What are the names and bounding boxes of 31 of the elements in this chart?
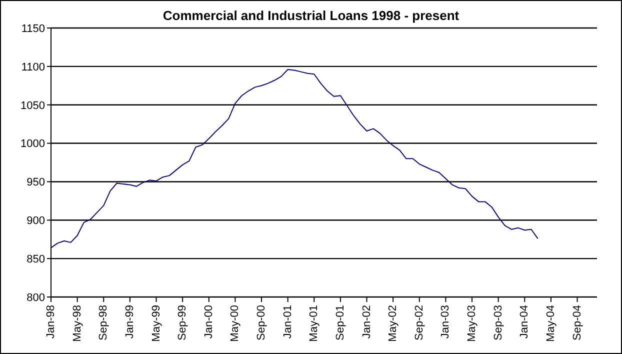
x-tick-label: Sep-04 <box>571 305 584 340</box>
x-tick-label: Sep-99 <box>176 305 189 340</box>
chart-title: Commercial and Industrial Loans 1998 - present <box>162 8 460 23</box>
x-tick-label: May-03 <box>466 305 478 342</box>
x-tick-label: Sep-98 <box>98 305 110 340</box>
x-tick-label: Sep-00 <box>256 305 268 340</box>
y-tick-label: 900 <box>26 215 45 228</box>
line-series <box>50 69 538 248</box>
x-tick-label: Jan-02 <box>360 305 373 339</box>
x-tick-label: Jan-98 <box>45 305 57 339</box>
x-tick-label: Jan-99 <box>124 305 136 339</box>
x-tick-label: May-98 <box>71 305 84 342</box>
x-tick-label: May-00 <box>229 305 242 342</box>
y-tick-label: 1000 <box>20 138 45 150</box>
y-tick-label: 1150 <box>21 22 45 35</box>
x-tick-label: Sep-03 <box>492 305 504 340</box>
y-tick-label: 800 <box>26 292 45 304</box>
x-tick-label: Jan-00 <box>202 305 215 339</box>
y-tick-label: 1050 <box>20 100 45 112</box>
y-tick-label: 850 <box>26 253 45 266</box>
x-tick-label: Sep-02 <box>413 305 426 340</box>
y-tick-label: 950 <box>26 176 45 189</box>
x-tick-label: May-99 <box>150 305 162 342</box>
x-tick-label: May-01 <box>308 305 320 342</box>
x-tick-label: May-02 <box>387 305 400 342</box>
x-tick-label: May-04 <box>544 305 557 342</box>
x-tick-label: Jan-04 <box>518 305 531 339</box>
y-tick-label: 1100 <box>21 61 45 74</box>
x-tick-label: Jan-01 <box>282 305 294 339</box>
x-tick-label: Jan-03 <box>440 305 452 339</box>
x-tick-label: Sep-01 <box>334 305 346 340</box>
